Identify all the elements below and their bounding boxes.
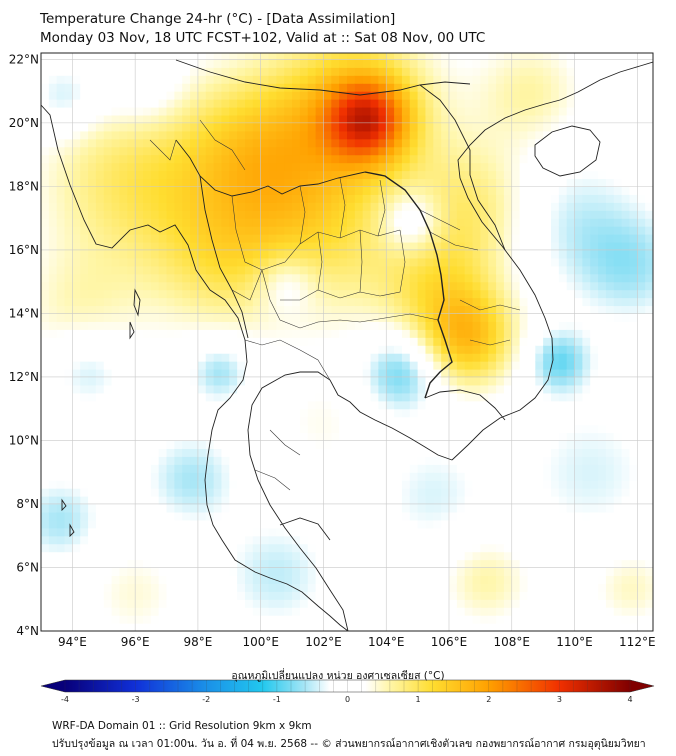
lat-tick-label: 18°N: [9, 179, 39, 193]
coastline-gulf: [247, 371, 453, 631]
coastline-west: [41, 104, 349, 631]
map-title: Temperature Change 24-hr (°C) - [Data As…: [40, 11, 396, 27]
lat-tick-label: 14°N: [9, 306, 39, 320]
footer-credit: ปรับปรุงข้อมูล ณ เวลา 01:00น. วัน อ. ที่…: [52, 738, 646, 750]
lat-tick-label: 4°N: [16, 624, 39, 638]
colorbar-tick-label: 0: [345, 695, 350, 704]
lat-lon-gridlines: [41, 53, 653, 631]
hainan-island: [534, 125, 601, 177]
lon-tick-label: 94°E: [58, 635, 87, 649]
border-thailand-laos: [364, 171, 453, 399]
lon-tick-label: 106°E: [431, 635, 468, 649]
lat-tick-label: 10°N: [9, 433, 39, 447]
lat-tick-label: 6°N: [16, 560, 39, 574]
temperature-field: [41, 53, 653, 631]
lat-tick-label: 8°N: [16, 497, 39, 511]
lat-tick-label: 16°N: [9, 243, 39, 257]
lat-tick-label: 12°N: [9, 370, 39, 384]
lon-tick-label: 104°E: [368, 635, 405, 649]
border-malaysia: [279, 517, 331, 541]
colorbar-tick-label: 3: [557, 695, 562, 704]
colorbar-tick-label: -4: [61, 695, 69, 704]
lon-tick-label: 102°E: [305, 635, 342, 649]
colorbar-tick-label: 1: [416, 695, 421, 704]
colorbar-tick-label: -3: [132, 695, 140, 704]
colorbar-tick-label: 2: [486, 695, 491, 704]
lon-tick-label: 98°E: [183, 635, 212, 649]
lon-tick-label: 112°E: [619, 635, 656, 649]
provincial-borders: [149, 119, 521, 491]
lon-tick-label: 108°E: [494, 635, 531, 649]
border-thailand-west: [199, 175, 249, 339]
border-myanmar-thailand: [175, 139, 366, 197]
coastlines-and-borders: [41, 59, 653, 631]
lon-tick-label: 100°E: [242, 635, 279, 649]
andaman-islands: [129, 288, 141, 340]
colorbar-tick-label: 4: [627, 695, 632, 704]
border-china-north: [175, 59, 471, 96]
colorbar-label: อุณหภูมิเปลี่ยนแปลง หน่วย องศาเซลเซียส (…: [231, 670, 445, 682]
colorbar-tick-label: -1: [273, 695, 281, 704]
border-cambodia: [424, 389, 506, 421]
map-subtitle: Monday 03 Nov, 18 UTC FCST+102, Valid at…: [40, 30, 486, 46]
lon-tick-label: 96°E: [121, 635, 150, 649]
coastline-vietnam: [451, 99, 561, 461]
map-frame: [40, 52, 654, 632]
colorbar: -4 -3 -2 -1 0 1 2 3 4: [40, 679, 655, 704]
colorbar-tick-label: -2: [202, 695, 210, 704]
colorbar-bar: [40, 679, 655, 693]
lat-tick-label: 22°N: [9, 52, 39, 66]
axis-ticks: 94°E 96°E 98°E 100°E 102°E 104°E 106°E 108°E 110…: [9, 52, 656, 649]
border-laos-vietnam: [419, 84, 506, 251]
footer-model-info: WRF-DA Domain 01 :: Grid Resolution 9km …: [52, 720, 312, 732]
nicobar-islands: [61, 498, 75, 538]
lon-tick-label: 110°E: [556, 635, 593, 649]
coastline-china: [559, 61, 653, 101]
lat-tick-label: 20°N: [9, 116, 39, 130]
